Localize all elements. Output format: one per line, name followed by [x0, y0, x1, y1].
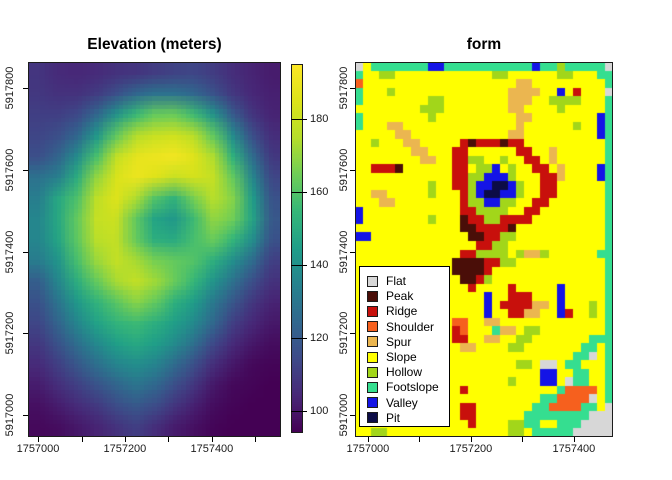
colorbar-tick-label: 180 — [310, 112, 329, 125]
y-tick-mark — [350, 414, 355, 416]
legend-label: Peak — [386, 289, 414, 304]
legend-swatch-flat — [367, 275, 378, 287]
x-tick-mark — [470, 437, 472, 442]
x-tick-label: 1757400 — [552, 443, 596, 455]
y-tick-label: 5917400 — [4, 230, 16, 273]
legend-item: Shoulder — [367, 320, 434, 334]
x-tick-label: 1757200 — [449, 443, 493, 455]
legend-swatch-pit — [367, 412, 378, 424]
y-tick-label: 5917600 — [4, 148, 16, 192]
legend-item: Pit — [367, 411, 400, 425]
legend-label: Hollow — [386, 365, 423, 380]
legend-swatch-ridge — [367, 305, 378, 317]
y-tick-mark — [23, 169, 28, 171]
legend-item: Hollow — [367, 365, 422, 379]
x-tick-mark — [168, 437, 170, 442]
y-tick-mark — [23, 88, 28, 90]
x-tick-label: 1757200 — [103, 443, 147, 455]
y-tick-label: 5917200 — [338, 311, 350, 355]
legend-label: Flat — [386, 274, 407, 288]
x-tick-mark — [522, 437, 524, 442]
x-tick-mark — [573, 437, 575, 442]
x-tick-label: 1757400 — [190, 443, 234, 455]
x-tick-mark — [367, 437, 369, 442]
elevation-colorbar — [291, 64, 303, 433]
colorbar-tick-label: 140 — [310, 258, 329, 271]
y-tick-label: 5917000 — [338, 393, 350, 437]
y-tick-mark — [350, 251, 355, 253]
legend-swatch-peak — [367, 290, 378, 302]
y-tick-label: 5917800 — [338, 66, 350, 110]
y-tick-mark — [23, 251, 28, 253]
elevation-plot-title: Elevation (meters) — [87, 36, 222, 53]
x-tick-mark — [81, 437, 83, 442]
y-tick-label: 5917000 — [4, 393, 16, 437]
legend-label: Pit — [386, 410, 401, 425]
colorbar-tick-mark — [291, 338, 307, 339]
colorbar-tick-mark — [291, 411, 307, 413]
legend-item: Valley — [367, 396, 418, 410]
y-tick-label: 5917800 — [4, 66, 16, 110]
y-tick-label: 5917200 — [4, 311, 16, 355]
legend-label: Footslope — [386, 380, 439, 395]
legend-swatch-slope — [367, 351, 378, 363]
y-tick-mark — [350, 333, 355, 335]
colorbar-tick-label: 100 — [310, 405, 329, 418]
legend-item: Footslope — [367, 380, 439, 394]
legend-swatch-spur — [367, 336, 378, 348]
colorbar-tick-mark — [291, 118, 307, 120]
x-tick-mark — [255, 437, 257, 442]
form-legend: Flat Peak Ridge Shoulder Spur Slope Hollow Foot… — [359, 266, 450, 427]
colorbar-tick-mark — [291, 191, 307, 193]
y-tick-mark — [23, 333, 28, 335]
form-plot-title: form — [466, 36, 502, 53]
y-tick-label: 5917600 — [338, 148, 350, 192]
colorbar-tick-label: 120 — [310, 332, 329, 344]
colorbar-tick-mark — [291, 264, 307, 266]
y-tick-mark — [350, 88, 355, 90]
x-tick-label: 1757000 — [16, 443, 60, 455]
x-tick-mark — [211, 437, 213, 442]
legend-item: Peak — [367, 289, 413, 303]
legend-swatch-valley — [367, 397, 378, 409]
x-tick-mark — [38, 437, 39, 442]
legend-label: Shoulder — [386, 319, 435, 334]
elevation-raster — [28, 62, 281, 437]
legend-label: Spur — [386, 334, 412, 349]
legend-label: Valley — [386, 395, 418, 410]
legend-swatch-shoulder — [367, 321, 378, 333]
legend-item: Spur — [367, 335, 411, 349]
x-tick-mark — [419, 437, 421, 442]
x-tick-mark — [124, 437, 126, 442]
y-tick-label: 5917400 — [338, 230, 350, 273]
y-tick-mark — [23, 414, 28, 416]
legend-item: Ridge — [367, 304, 417, 318]
legend-item: Flat — [367, 274, 406, 288]
x-tick-label: 1757000 — [346, 443, 390, 455]
legend-label: Ridge — [386, 304, 418, 319]
y-tick-mark — [350, 169, 355, 171]
legend-item: Slope — [367, 350, 417, 364]
legend-swatch-hollow — [367, 366, 378, 378]
colorbar-tick-label: 160 — [310, 185, 329, 198]
legend-swatch-footslope — [367, 381, 378, 393]
legend-label: Slope — [386, 350, 417, 364]
